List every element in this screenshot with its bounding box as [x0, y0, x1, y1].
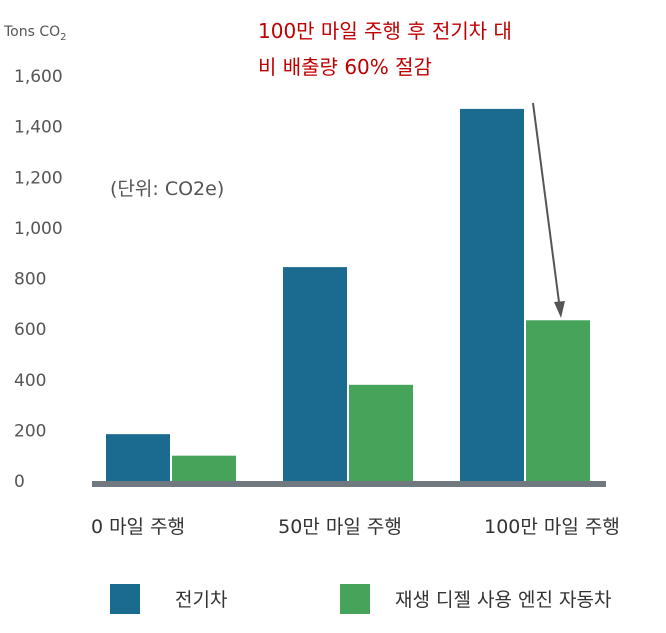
bar [460, 108, 524, 481]
y-tick-label: 1,400 [14, 118, 63, 138]
bar [106, 434, 170, 481]
y-tick-label: 1,000 [14, 219, 63, 239]
annotation-arrow [532, 102, 565, 318]
bar [172, 455, 236, 481]
x-category-label: 50만 마일 주행 [278, 516, 402, 538]
y-axis-title: Tons CO2 [3, 24, 67, 43]
arrow-head [554, 301, 565, 318]
annotation-text: 비 배출량 60% 절감 [258, 55, 432, 79]
y-tick-label: 600 [14, 320, 46, 340]
y-tick-label: 200 [14, 421, 46, 441]
y-tick-label: 800 [14, 270, 46, 290]
bar [526, 320, 590, 481]
legend-swatch [340, 584, 370, 614]
unit-note: (단위: CO2e) [110, 178, 224, 200]
legend-label: 전기차 [175, 589, 227, 611]
annotation: 100만 마일 주행 후 전기차 대비 배출량 60% 절감 [258, 19, 512, 79]
x-category-label: 100만 마일 주행 [484, 516, 620, 538]
legend-label: 재생 디젤 사용 엔진 자동차 [395, 589, 611, 611]
bar [349, 384, 413, 481]
bars [106, 108, 590, 481]
y-axis-ticks: 0 200 400 600 800 1,000 1,200 1,400 1,600 [14, 67, 63, 492]
x-category-label: 0 마일 주행 [91, 516, 185, 538]
annotation-text: 100만 마일 주행 후 전기차 대 [258, 19, 512, 43]
bar [283, 267, 347, 481]
legend-swatch [110, 584, 140, 614]
x-axis-categories: 0 마일 주행 50만 마일 주행 100만 마일 주행 [91, 516, 620, 538]
y-tick-label: 1,600 [14, 67, 63, 87]
legend: 전기차 재생 디젤 사용 엔진 자동차 [110, 584, 611, 614]
y-tick-label: 400 [14, 371, 46, 391]
y-tick-label: 1,200 [14, 168, 63, 188]
y-tick-label: 0 [14, 472, 25, 492]
arrow-shaft [532, 102, 561, 307]
